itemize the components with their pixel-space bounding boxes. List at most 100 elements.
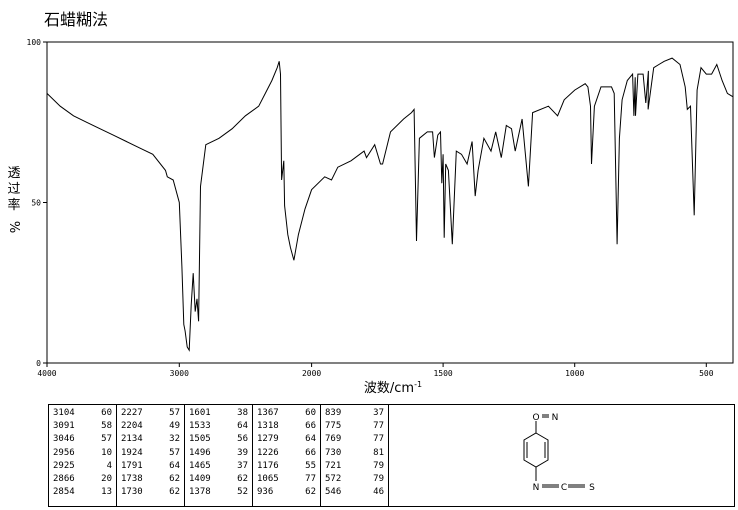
peak-transmittance: 62 [169,474,180,485]
peak-transmittance: 79 [373,460,384,471]
atom-top-n: N [552,413,559,423]
peak-wavenumber: 3046 [53,434,75,445]
peak-row: 1496 39 [189,447,248,460]
y-tick-label: 100 [27,38,42,47]
x-tick-label: 3000 [170,369,189,378]
peak-wavenumber: 572 [325,474,342,485]
peak-wavenumber: 3091 [53,421,75,432]
peak-row: 936 62 [257,486,316,499]
peak-wavenumber: 1496 [189,447,211,458]
peak-transmittance: 77 [305,474,316,485]
y-tick-label: 50 [31,199,41,208]
peak-row: 1505 56 [189,433,248,446]
peak-row: 2204 49 [121,420,180,433]
peak-wavenumber: 1505 [189,434,211,445]
peak-row: 2227 57 [121,407,180,420]
peak-row: 769 77 [325,433,384,446]
peak-row: 572 79 [325,473,384,486]
peak-wavenumber: 1367 [257,408,279,418]
peak-row: 775 77 [325,420,384,433]
peak-row: 1176 55 [257,460,316,473]
peak-row: 3104 60 [53,407,112,420]
peak-row: 1226 66 [257,447,316,460]
peak-row: 1318 66 [257,420,316,433]
peak-transmittance: 62 [169,487,180,498]
peak-transmittance: 62 [237,474,248,485]
plot-frame [46,41,734,364]
atom-bottom-c: C [561,483,567,493]
peak-wavenumber: 2134 [121,434,143,445]
axis-ticks: 4000 3000 2000 1500 1000 500 0 50 100 [27,38,714,378]
x-axis-title-text: 波数/cm [364,381,414,396]
x-tick-label: 1000 [565,369,584,378]
peak-row: 1065 77 [257,473,316,486]
peak-wavenumber: 1601 [189,408,211,418]
peak-wavenumber: 1279 [257,434,279,445]
peak-transmittance: 55 [305,460,316,471]
peak-wavenumber: 1065 [257,474,279,485]
y-axis-title-char-2: 过 [7,182,20,197]
peak-row: 1791 64 [121,460,180,473]
peak-wavenumber: 2227 [121,408,143,418]
peak-transmittance: 60 [305,408,316,418]
peak-row: 2925 4 [53,460,112,473]
peak-wavenumber: 1465 [189,460,211,471]
ir-spectrum-chart: 石蜡糊法 4000 3000 2000 1500 1000 500 0 50 100 波数/cm… [6,10,734,396]
peak-wavenumber: 1318 [257,421,279,432]
peak-transmittance: 39 [237,447,248,458]
peak-wavenumber: 1226 [257,447,279,458]
peak-transmittance: 64 [169,460,180,471]
peak-row: 2866 20 [53,473,112,486]
peak-row: 1378 52 [189,486,248,499]
peak-wavenumber: 1409 [189,474,211,485]
peak-row: 546 46 [325,486,384,499]
benzene-ring [523,432,549,468]
y-axis-title-char-1: 透 [7,166,20,181]
peak-column: 1601 38 1533 64 1505 56 1496 39 1465 37 1409 62 1378… [185,405,253,506]
y-axis-title: 透 过 率 % [6,166,21,233]
peak-wavenumber: 2956 [53,447,75,458]
peak-row: 1924 57 [121,447,180,460]
peak-transmittance: 52 [237,487,248,498]
peak-transmittance: 66 [305,421,316,432]
atom-bottom-s: S [589,483,595,493]
peak-wavenumber: 775 [325,421,342,432]
y-tick-label: 0 [36,359,41,368]
peak-wavenumber: 2854 [53,487,75,498]
peak-column: 2227 57 2204 49 2134 32 1924 57 1791 64 1738 62 1730… [117,405,185,506]
x-axis-title-superscript: -1 [414,380,422,389]
peak-wavenumber: 839 [325,408,342,418]
peak-column: 1367 60 1318 66 1279 64 1226 66 1176 55 1065 77 936 6… [253,405,321,506]
chart-title: 石蜡糊法 [44,10,108,29]
peak-transmittance: 57 [169,447,180,458]
peak-transmittance: 13 [101,487,112,498]
peak-wavenumber: 1791 [121,460,143,471]
peak-row: 1409 62 [189,473,248,486]
peak-transmittance: 64 [305,434,316,445]
atom-bottom-n: N [533,483,540,493]
peak-row: 3091 58 [53,420,112,433]
peak-wavenumber: 769 [325,434,342,445]
peak-transmittance: 57 [101,434,112,445]
peak-transmittance: 77 [373,434,384,445]
peak-wavenumber: 2204 [121,421,143,432]
peak-transmittance: 49 [169,421,180,432]
peak-row: 2854 13 [53,486,112,499]
x-tick-label: 2000 [302,369,321,378]
peak-wavenumber: 721 [325,460,342,471]
peak-row: 1730 62 [121,486,180,499]
peak-transmittance: 60 [101,408,112,418]
peak-column: 839 37 775 77 769 77 730 81 721 79 572 79 546 46 [321,405,389,506]
peak-row: 1465 37 [189,460,248,473]
x-tick-label: 4000 [37,369,56,378]
peak-row: 1738 62 [121,473,180,486]
y-axis-title-unit: % [6,221,21,233]
x-tick-label: 500 [699,369,714,378]
x-axis-title: 波数/cm-1 [364,380,422,396]
peak-row: 1601 38 [189,407,248,420]
peak-transmittance: 66 [305,447,316,458]
x-tick-label: 1500 [433,369,452,378]
peak-transmittance: 4 [106,460,112,471]
peak-row: 3046 57 [53,433,112,446]
peak-column: 3104 60 3091 58 3046 57 2956 10 2925 4 2866 20 2854 1… [49,405,117,506]
